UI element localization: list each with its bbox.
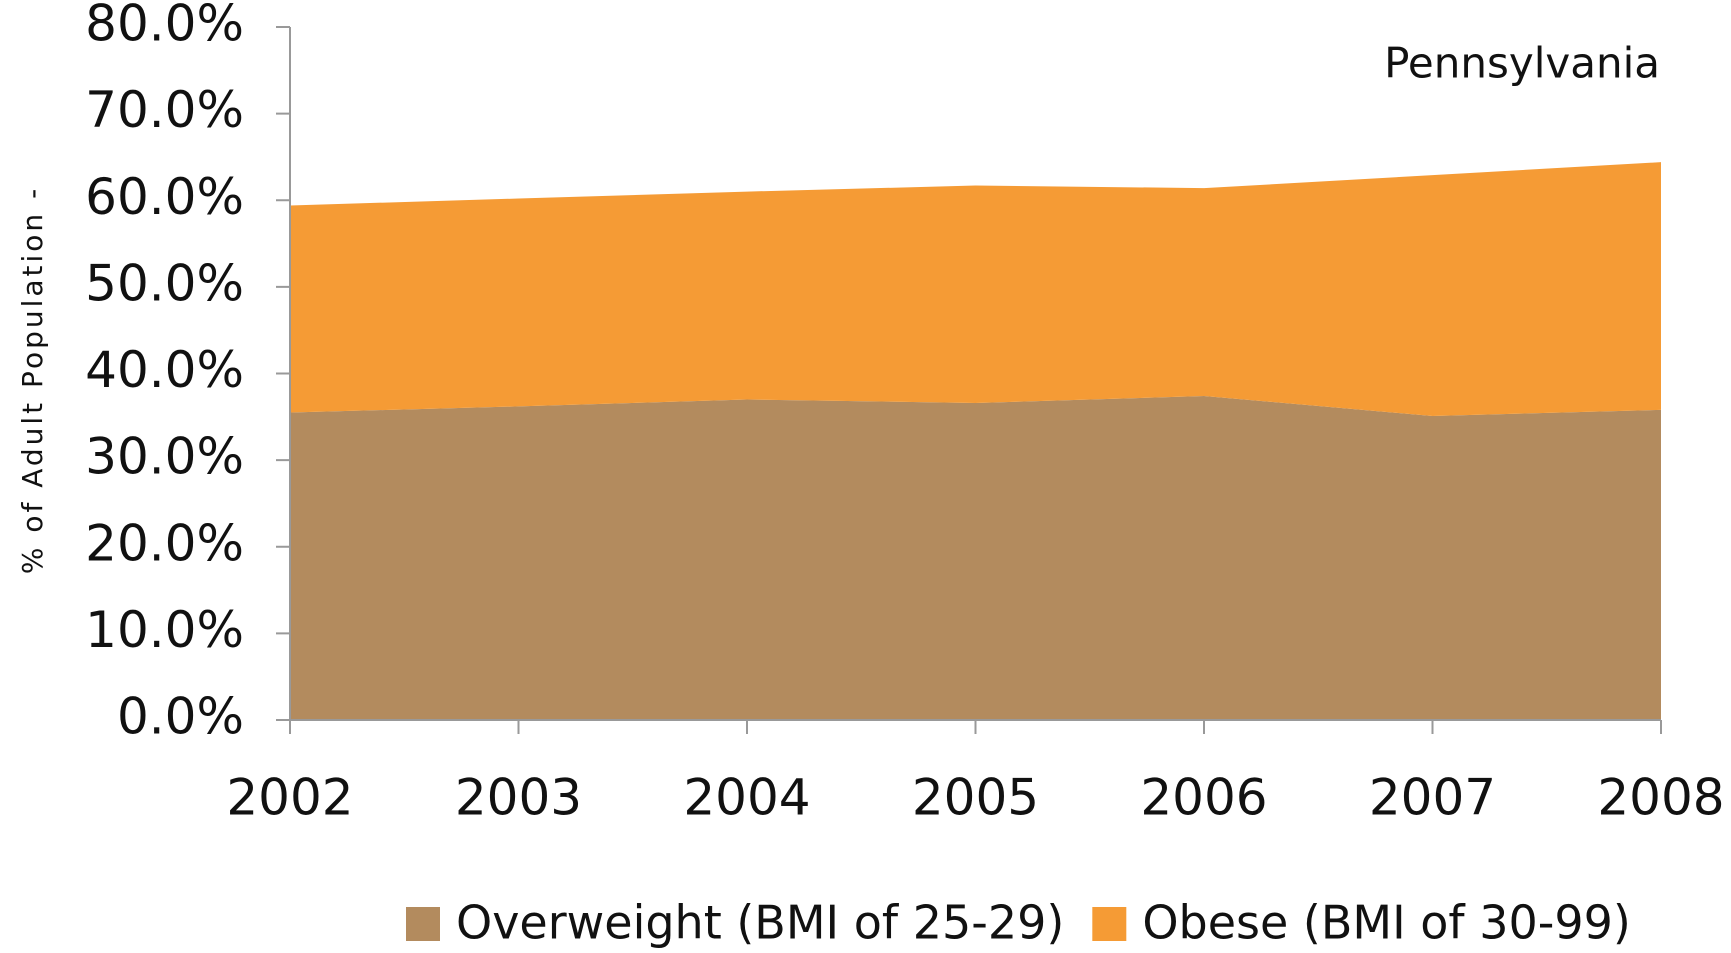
y-tick-label: 30.0% [85, 428, 244, 486]
x-tick-label: 2007 [1369, 769, 1496, 827]
x-tick-label: 2004 [683, 769, 810, 827]
y-tick-label: 50.0% [85, 254, 244, 312]
area [290, 162, 1661, 416]
x-tick-label: 2008 [1597, 769, 1724, 827]
y-tick-label: 20.0% [85, 514, 244, 572]
chart-title: Pennsylvania [1384, 39, 1660, 88]
y-axis-label: % of Adult Population - [16, 186, 49, 574]
y-tick-label: 10.0% [85, 601, 244, 659]
y-tick-label: 60.0% [85, 168, 244, 226]
x-tick-label: 2006 [1140, 769, 1267, 827]
legend-swatch [406, 907, 440, 941]
area [290, 396, 1661, 720]
legend-swatch [1092, 907, 1127, 941]
x-tick-label: 2005 [912, 769, 1039, 827]
legend-label: Overweight (BMI of 25-29) [456, 896, 1064, 950]
y-tick-label: 80.0% [85, 0, 244, 53]
y-tick-label: 40.0% [85, 341, 244, 399]
x-tick-label: 2003 [455, 769, 582, 827]
x-tick-label: 2002 [226, 769, 353, 827]
y-tick-label: 70.0% [85, 81, 244, 139]
legend-label: Obese (BMI of 30-99) [1142, 896, 1631, 950]
y-tick-label: 0.0% [117, 688, 244, 746]
